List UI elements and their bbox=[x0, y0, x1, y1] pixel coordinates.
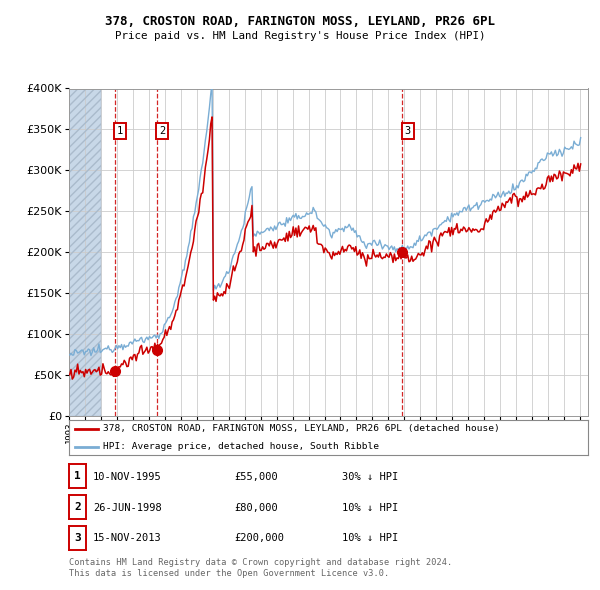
Text: £200,000: £200,000 bbox=[234, 533, 284, 543]
Text: 10% ↓ HPI: 10% ↓ HPI bbox=[342, 533, 398, 543]
Text: 378, CROSTON ROAD, FARINGTON MOSS, LEYLAND, PR26 6PL (detached house): 378, CROSTON ROAD, FARINGTON MOSS, LEYLA… bbox=[103, 424, 499, 433]
Text: £80,000: £80,000 bbox=[234, 503, 278, 513]
Text: 26-JUN-1998: 26-JUN-1998 bbox=[93, 503, 162, 513]
Text: 378, CROSTON ROAD, FARINGTON MOSS, LEYLAND, PR26 6PL: 378, CROSTON ROAD, FARINGTON MOSS, LEYLA… bbox=[105, 15, 495, 28]
Text: 3: 3 bbox=[404, 126, 411, 136]
Text: 15-NOV-2013: 15-NOV-2013 bbox=[93, 533, 162, 543]
Text: £55,000: £55,000 bbox=[234, 472, 278, 482]
Text: Price paid vs. HM Land Registry's House Price Index (HPI): Price paid vs. HM Land Registry's House … bbox=[115, 31, 485, 41]
Text: 30% ↓ HPI: 30% ↓ HPI bbox=[342, 472, 398, 482]
Text: 1: 1 bbox=[117, 126, 124, 136]
Text: 2: 2 bbox=[159, 126, 166, 136]
Bar bbox=[69, 88, 101, 416]
Text: HPI: Average price, detached house, South Ribble: HPI: Average price, detached house, Sout… bbox=[103, 442, 379, 451]
Text: 3: 3 bbox=[74, 533, 81, 543]
Text: 10-NOV-1995: 10-NOV-1995 bbox=[93, 472, 162, 482]
Text: Contains HM Land Registry data © Crown copyright and database right 2024.
This d: Contains HM Land Registry data © Crown c… bbox=[69, 558, 452, 578]
Text: 2: 2 bbox=[74, 502, 81, 512]
Bar bbox=[69, 88, 101, 416]
Text: 10% ↓ HPI: 10% ↓ HPI bbox=[342, 503, 398, 513]
Text: 1: 1 bbox=[74, 471, 81, 481]
